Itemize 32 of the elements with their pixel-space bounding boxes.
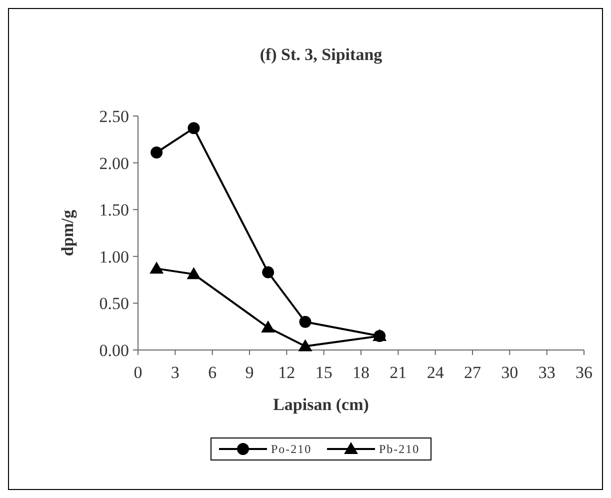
x-tick-label: 36 xyxy=(576,363,592,382)
x-tick-label: 18 xyxy=(352,363,370,382)
x-tick-label: 15 xyxy=(315,363,332,382)
x-tick-label: 12 xyxy=(278,363,296,382)
point xyxy=(262,266,274,278)
x-tick-label: 30 xyxy=(501,363,518,382)
x-tick-label: 0 xyxy=(134,363,142,382)
y-tick-label: 2.00 xyxy=(99,154,129,173)
y-tick-label: 0.50 xyxy=(99,294,129,314)
point xyxy=(150,262,164,274)
x-tick-label: 6 xyxy=(208,363,217,382)
point xyxy=(299,316,312,328)
legend-label: Po-210 xyxy=(271,442,312,456)
y-tick-label: 2.50 xyxy=(99,106,129,126)
point xyxy=(298,339,312,352)
point xyxy=(150,146,163,159)
x-tick-label: 3 xyxy=(170,363,180,382)
chart-title: (f) St. 3, Sipitang xyxy=(260,45,383,64)
legend-label: Pb-210 xyxy=(379,442,420,456)
x-tick-label: 33 xyxy=(538,363,556,382)
y-tick-label: 1.50 xyxy=(99,200,129,220)
point xyxy=(188,122,200,134)
x-tick-label: 9 xyxy=(245,363,254,382)
x-tick-label: 24 xyxy=(426,363,444,382)
y-tick-label: 1.00 xyxy=(99,247,129,266)
y-axis-title: dpm/g xyxy=(58,209,77,256)
x-tick-label: 27 xyxy=(464,363,482,382)
point xyxy=(186,267,201,280)
x-tick-label: 21 xyxy=(390,363,407,382)
x-axis-title: Lapisan (cm) xyxy=(273,395,369,414)
y-tick-label: 0.00 xyxy=(99,340,129,360)
point xyxy=(261,320,276,333)
